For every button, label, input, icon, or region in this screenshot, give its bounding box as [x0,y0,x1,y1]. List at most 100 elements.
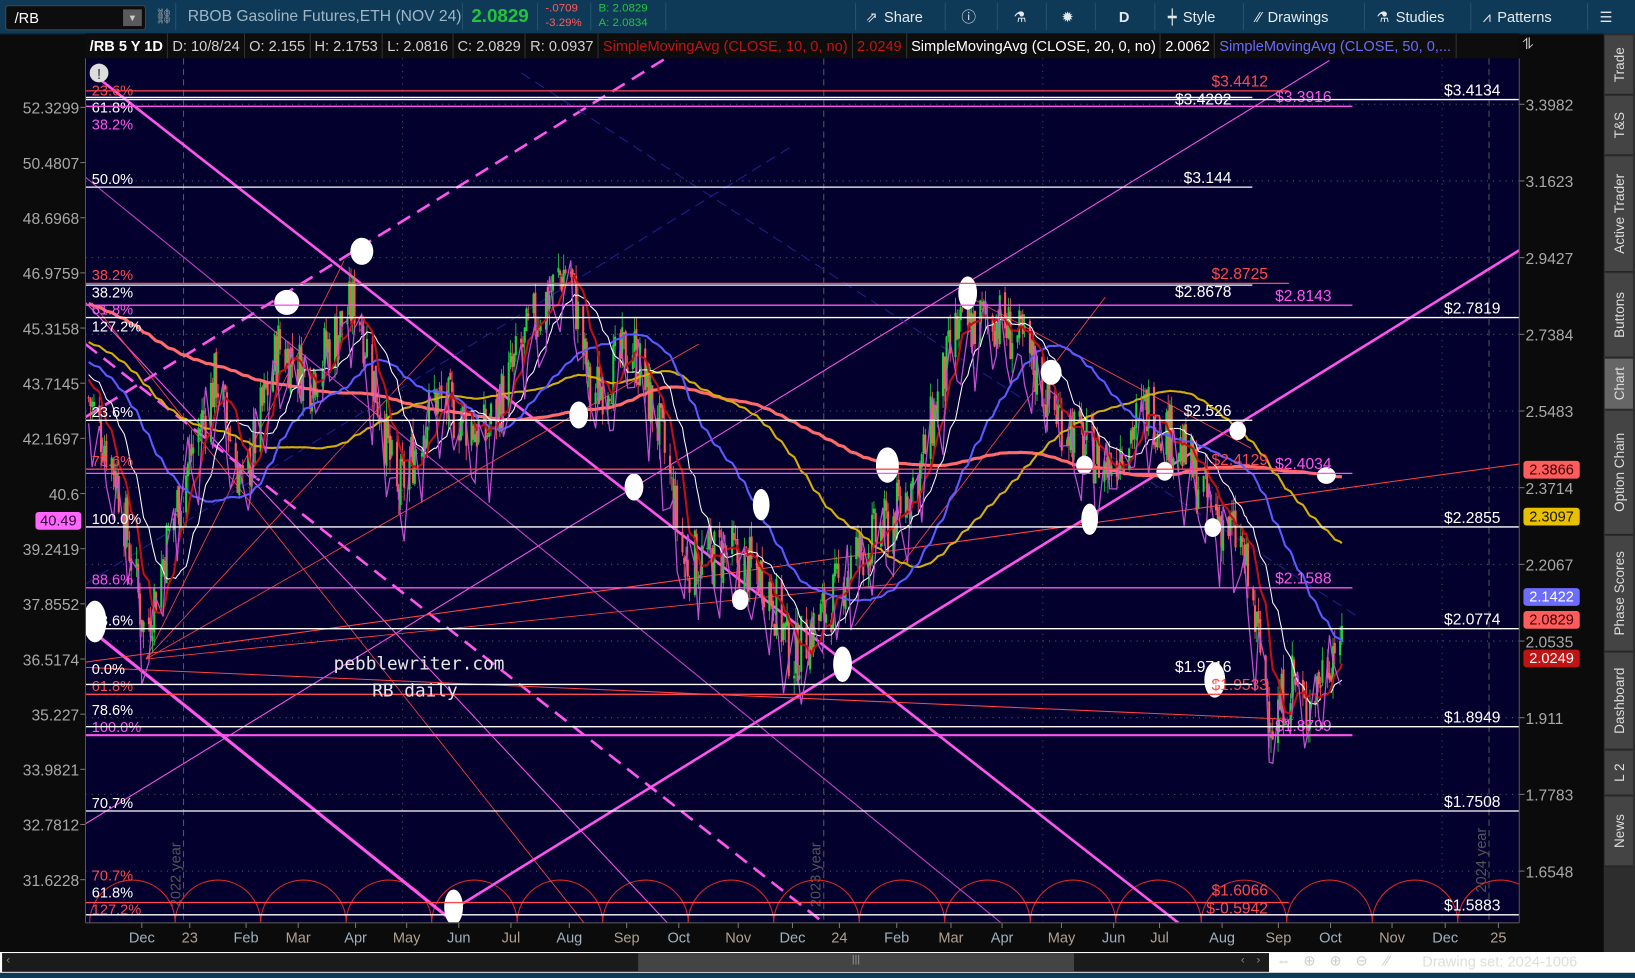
candle-body [759,561,762,590]
horizontal-scrollbar[interactable]: ‹ ||| ‹ › [2,953,1270,972]
time-axis-label: Dec [1432,931,1458,947]
time-axis-label: Oct [1319,931,1342,947]
candle-body [819,603,822,622]
candle-body [1202,475,1205,492]
patterns-button[interactable]: ⩘ Patterns [1483,6,1552,27]
sidebar-tab-phase-scores[interactable]: Phase Scores [1604,535,1633,652]
zoom-out-icon[interactable]: ⊖ [1355,952,1368,969]
sidebar-tab-l-2[interactable]: L 2 [1604,750,1633,796]
trend-line[interactable] [85,145,793,585]
left-axis-label: 32.7812 [23,818,79,835]
study-sma10-label[interactable]: SimpleMovingAvg (CLOSE, 10, 0, no) [599,33,853,59]
annotation-marker[interactable] [1204,662,1226,698]
symbol-selector[interactable]: /RB ▼ [5,5,146,31]
time-axis-label: Oct [667,931,690,947]
annotation-marker[interactable] [624,473,644,501]
sidebar-tab-t-s[interactable]: T&S [1604,95,1633,156]
pan-icon[interactable]: ⇔ [1276,952,1291,969]
drawings-label: Drawings [1267,8,1329,26]
candle-body [1191,438,1195,478]
candle-body [688,578,691,593]
trend-line[interactable] [447,249,1520,914]
trend-line[interactable] [85,176,1002,923]
candle-body [770,577,773,605]
trend-line[interactable] [85,666,1294,721]
candle-body [176,490,179,512]
zoom-in-icon[interactable]: ⊕ [1329,952,1342,969]
candle-body [1222,520,1225,551]
candle-body [1030,340,1033,356]
collapse-studies-icon[interactable]: ⥮ [1522,35,1534,54]
sidebar-tab-news[interactable]: News [1604,796,1633,867]
annotation-marker[interactable] [1081,503,1098,535]
sidebar-tab-active-trader[interactable]: Active Trader [1604,156,1633,273]
scroll-forward-icon[interactable]: › [1256,954,1261,967]
style-button[interactable]: ┿ Style [1168,6,1216,27]
trend-line[interactable] [854,296,1106,626]
annotation-marker[interactable] [1040,359,1062,385]
candle-body [426,427,429,449]
flask-button[interactable]: ⚗ [1014,6,1033,27]
studies-button[interactable]: ⚗ Studies [1376,6,1444,27]
annotation-marker[interactable] [444,889,463,924]
annotation-marker[interactable] [752,489,770,521]
annotation-marker[interactable] [569,401,589,429]
sidebar-tab-dashboard[interactable]: Dashboard [1604,652,1633,750]
candle-body [1055,414,1058,425]
chevron-down-icon[interactable]: ▼ [123,9,142,27]
sidebar-tab-option-chain[interactable]: Option Chain [1604,410,1633,535]
drawing-tool-icon[interactable]: ⁄⁄ [1384,952,1390,969]
candle-body [341,310,344,327]
scroll-left-icon[interactable]: ‹ [6,954,11,967]
candle-body [1135,403,1138,429]
annotation-marker[interactable] [875,447,899,483]
annotation-marker[interactable] [274,289,300,315]
annotation-marker[interactable] [83,600,107,643]
study-sma20-label[interactable]: SimpleMovingAvg (CLOSE, 20, 0, no) [907,33,1162,59]
candle-body [544,292,548,330]
trend-line[interactable] [91,302,585,923]
candle-body [371,344,374,397]
study-sma50-label[interactable]: SimpleMovingAvg (CLOSE, 50, 0,... [1215,33,1457,59]
trend-line[interactable] [85,624,450,919]
annotation-marker[interactable] [1316,467,1336,484]
fib-percent-label: 127.2% [92,902,141,918]
share-button[interactable]: ⇗ Share [865,6,922,27]
annotation-marker[interactable] [1229,421,1247,441]
candle-body [750,536,753,560]
menu-button[interactable]: ☰ [1600,6,1619,27]
drawings-button[interactable]: ⁄⁄ Drawings [1256,6,1328,27]
annotation-marker[interactable] [1076,455,1093,475]
candle-body [1319,685,1322,688]
settings-button[interactable]: ✹ [1061,6,1079,27]
sidebar-tab-trade[interactable]: Trade [1604,35,1633,95]
fib-percent-label: 127.2% [92,319,141,335]
annotation-marker[interactable] [833,646,852,682]
timeframe-button[interactable]: D [1118,8,1130,26]
candle-body [271,369,275,392]
info-button[interactable]: ⓘ [961,6,982,27]
trend-line[interactable] [145,260,345,660]
sidebar-tab-buttons[interactable]: Buttons [1604,273,1633,358]
scrollbar-thumb[interactable]: ||| [638,953,1075,972]
annotation-marker[interactable] [350,237,374,265]
candle-body [869,556,872,566]
candle-body [459,419,462,441]
sidebar-tab-chart[interactable]: Chart [1604,358,1633,410]
crosshair-icon[interactable]: ⊕ [1303,952,1316,969]
annotation-marker[interactable] [731,589,749,610]
candle-body [279,329,282,350]
drawing-set-label[interactable]: Drawing set: 2024-1006 [1422,953,1578,970]
scroll-back-icon[interactable]: ‹ [1240,954,1245,967]
alert-icon[interactable] [89,63,109,83]
link-icon[interactable]: ⛓ [154,7,173,24]
fib-price-label: $3.4134 [1444,82,1501,99]
candle-body [1097,435,1101,478]
left-axis-label: 31.6228 [23,873,80,890]
trend-line[interactable] [85,302,668,923]
candle-body [649,382,652,422]
annotation-marker[interactable] [1156,461,1174,481]
trend-line[interactable] [969,296,1252,449]
trend-line[interactable] [85,343,825,923]
